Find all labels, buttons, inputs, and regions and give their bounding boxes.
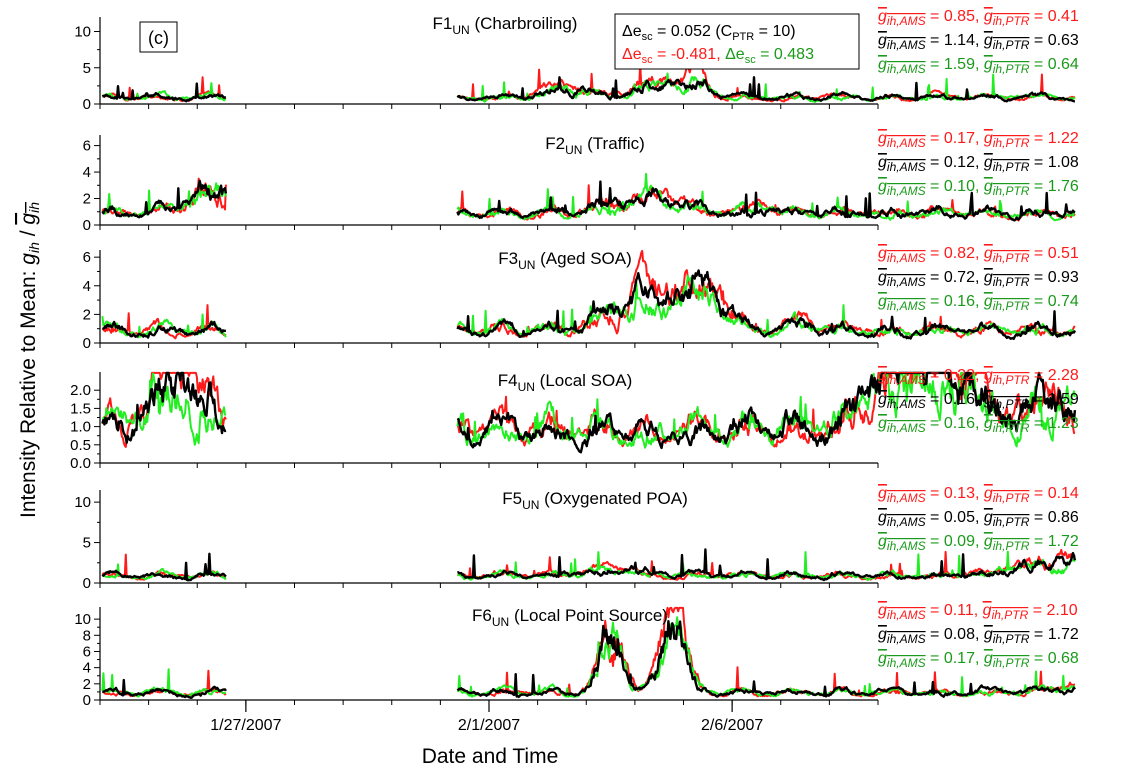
y-tick-label: 2.0: [70, 382, 91, 399]
y-tick-label: 0.0: [70, 455, 91, 472]
info-box-line1: Δesc = 0.052 (CPTR = 10): [622, 23, 796, 43]
annotation-red: gih,AMS = 0.82, gih,PTR = 0.51: [878, 245, 1079, 265]
y-tick-label: 8: [83, 627, 91, 644]
panel-2: 0 2 4 6 F2UN (Traffic) gih,AMS = 0.17, gih,PT…: [83, 130, 1079, 234]
y-tick-label: 6: [83, 249, 91, 266]
annotation-green: gih,AMS = 0.09, gih,PTR = 1.72: [878, 533, 1079, 553]
y-tick-label: 0: [83, 217, 91, 234]
y-tick-label: 4: [83, 660, 91, 677]
series-line-black: [101, 82, 227, 103]
y-tick-label: 2: [83, 191, 91, 208]
y-tick-label: 0.5: [70, 437, 91, 454]
y-tick-label: 6: [83, 138, 91, 155]
annotation-black: gih,AMS = 1.14, gih,PTR = 0.63: [878, 32, 1079, 52]
y-tick-label: 1.5: [70, 400, 91, 417]
panel-label-box: [139, 21, 178, 53]
panel-title: F3UN (Aged SOA): [498, 249, 632, 272]
info-box-line2: Δesc = -0.481, Δesc = 0.483: [622, 46, 814, 66]
y-tick-label: 4: [83, 278, 91, 295]
y-tick-label: 5: [83, 535, 91, 552]
y-tick-label: 10: [74, 494, 91, 511]
panel-3: 0 2 4 6 F3UN (Aged SOA) gih,AMS = 0.82, gih,P…: [83, 245, 1079, 352]
x-tick-label: 2/1/2007: [458, 717, 520, 734]
y-tick-label: 4: [83, 164, 91, 181]
annotation-green: gih,AMS = 0.16, gih,PTR = 0.74: [878, 293, 1079, 313]
series-line-black: [456, 620, 1076, 699]
panel-4: 0.00.51.0 1.52.0 F4UN (Local SOA) gih,AMS =…: [70, 367, 1079, 472]
y-tick-label: 10: [74, 611, 91, 628]
annotation-red: gih,AMS = 0.17, gih,PTR = 1.22: [878, 130, 1079, 150]
panel-title: F4UN (Local SOA): [498, 371, 633, 394]
series-line-black: [456, 76, 1076, 103]
series-line-black: [101, 320, 227, 339]
series-line-black: [456, 371, 1077, 454]
y-tick-label: 0: [83, 335, 91, 352]
y-tick-label: 0: [83, 96, 91, 113]
series-line-black: [457, 548, 1077, 582]
y-tick-label: 6: [83, 643, 91, 660]
panel-title: F1UN (Charbroiling): [433, 14, 578, 37]
annotation-black: gih,AMS = 0.05, gih,PTR = 0.86: [878, 509, 1079, 529]
panel-5: 0 5 10 F5UN (Oxygenated POA) gih,AMS = 0.13,…: [74, 485, 1079, 592]
annotation-red: gih,AMS = 0.11, gih,PTR = 2.10: [878, 602, 1078, 622]
annotation-green: gih,AMS = 0.17, gih,PTR = 0.68: [878, 650, 1079, 670]
x-tick-label: 1/27/2007: [210, 717, 281, 734]
x-tick-label: 2/6/2007: [701, 717, 763, 734]
series-line-black: [456, 180, 1076, 222]
y-tick-label: 5: [83, 60, 91, 77]
series-line-green: [456, 72, 1076, 103]
y-tick-label: 2: [83, 676, 91, 693]
annotation-green: gih,AMS = 0.10, gih,PTR = 1.76: [878, 178, 1079, 198]
y-tick-label: 0: [83, 692, 91, 709]
annotation-black: gih,AMS = 0.72, gih,PTR = 0.93: [878, 269, 1079, 289]
info-box: [614, 13, 860, 70]
annotation-black: gih,AMS = 0.08, gih,PTR = 1.72: [878, 626, 1079, 646]
y-tick-label: 10: [74, 24, 91, 41]
panel-title: F6UN (Local Point Source): [472, 606, 668, 629]
series-line-black: [456, 269, 1076, 340]
series-line-black: [101, 552, 227, 582]
series-line-black: [101, 371, 227, 444]
annotation-black: gih,AMS = 0.12, gih,PTR = 1.08: [878, 154, 1079, 174]
annotation-red: gih,AMS = 0.22, gih,PTR = 2.28: [878, 367, 1079, 387]
series-line-black: [102, 678, 227, 699]
series-line-red: [101, 371, 227, 448]
annotation-green: gih,AMS = 1.59, gih,PTR = 0.64: [878, 56, 1079, 76]
y-tick-label: 2: [83, 306, 91, 323]
panel-label: (c): [148, 28, 169, 48]
panel-1: 0 5 10 F1UN (Charbroiling) gih,AMS = 0.85, g…: [74, 8, 1079, 113]
annotation-red: gih,AMS = 0.13, gih,PTR = 0.14: [878, 485, 1079, 505]
y-axis-label: Intensity Relative to Mean: gih / gih: [17, 202, 42, 518]
y-tick-label: 0: [83, 575, 91, 592]
annotation-green: gih,AMS = 0.16, gih,PTR = 1.23: [878, 415, 1079, 435]
annotation-red: gih,AMS = 0.85, gih,PTR = 0.41: [878, 8, 1079, 28]
y-tick-label: 1.0: [70, 419, 91, 436]
series-line-black: [101, 179, 228, 219]
annotation-black: gih,AMS = 0.16, gih,PTR = 1.59: [878, 391, 1079, 411]
panel-title: F5UN (Oxygenated POA): [502, 489, 688, 512]
panel-title: F2UN (Traffic): [545, 134, 645, 157]
x-axis-label: Date and Time: [422, 745, 559, 768]
